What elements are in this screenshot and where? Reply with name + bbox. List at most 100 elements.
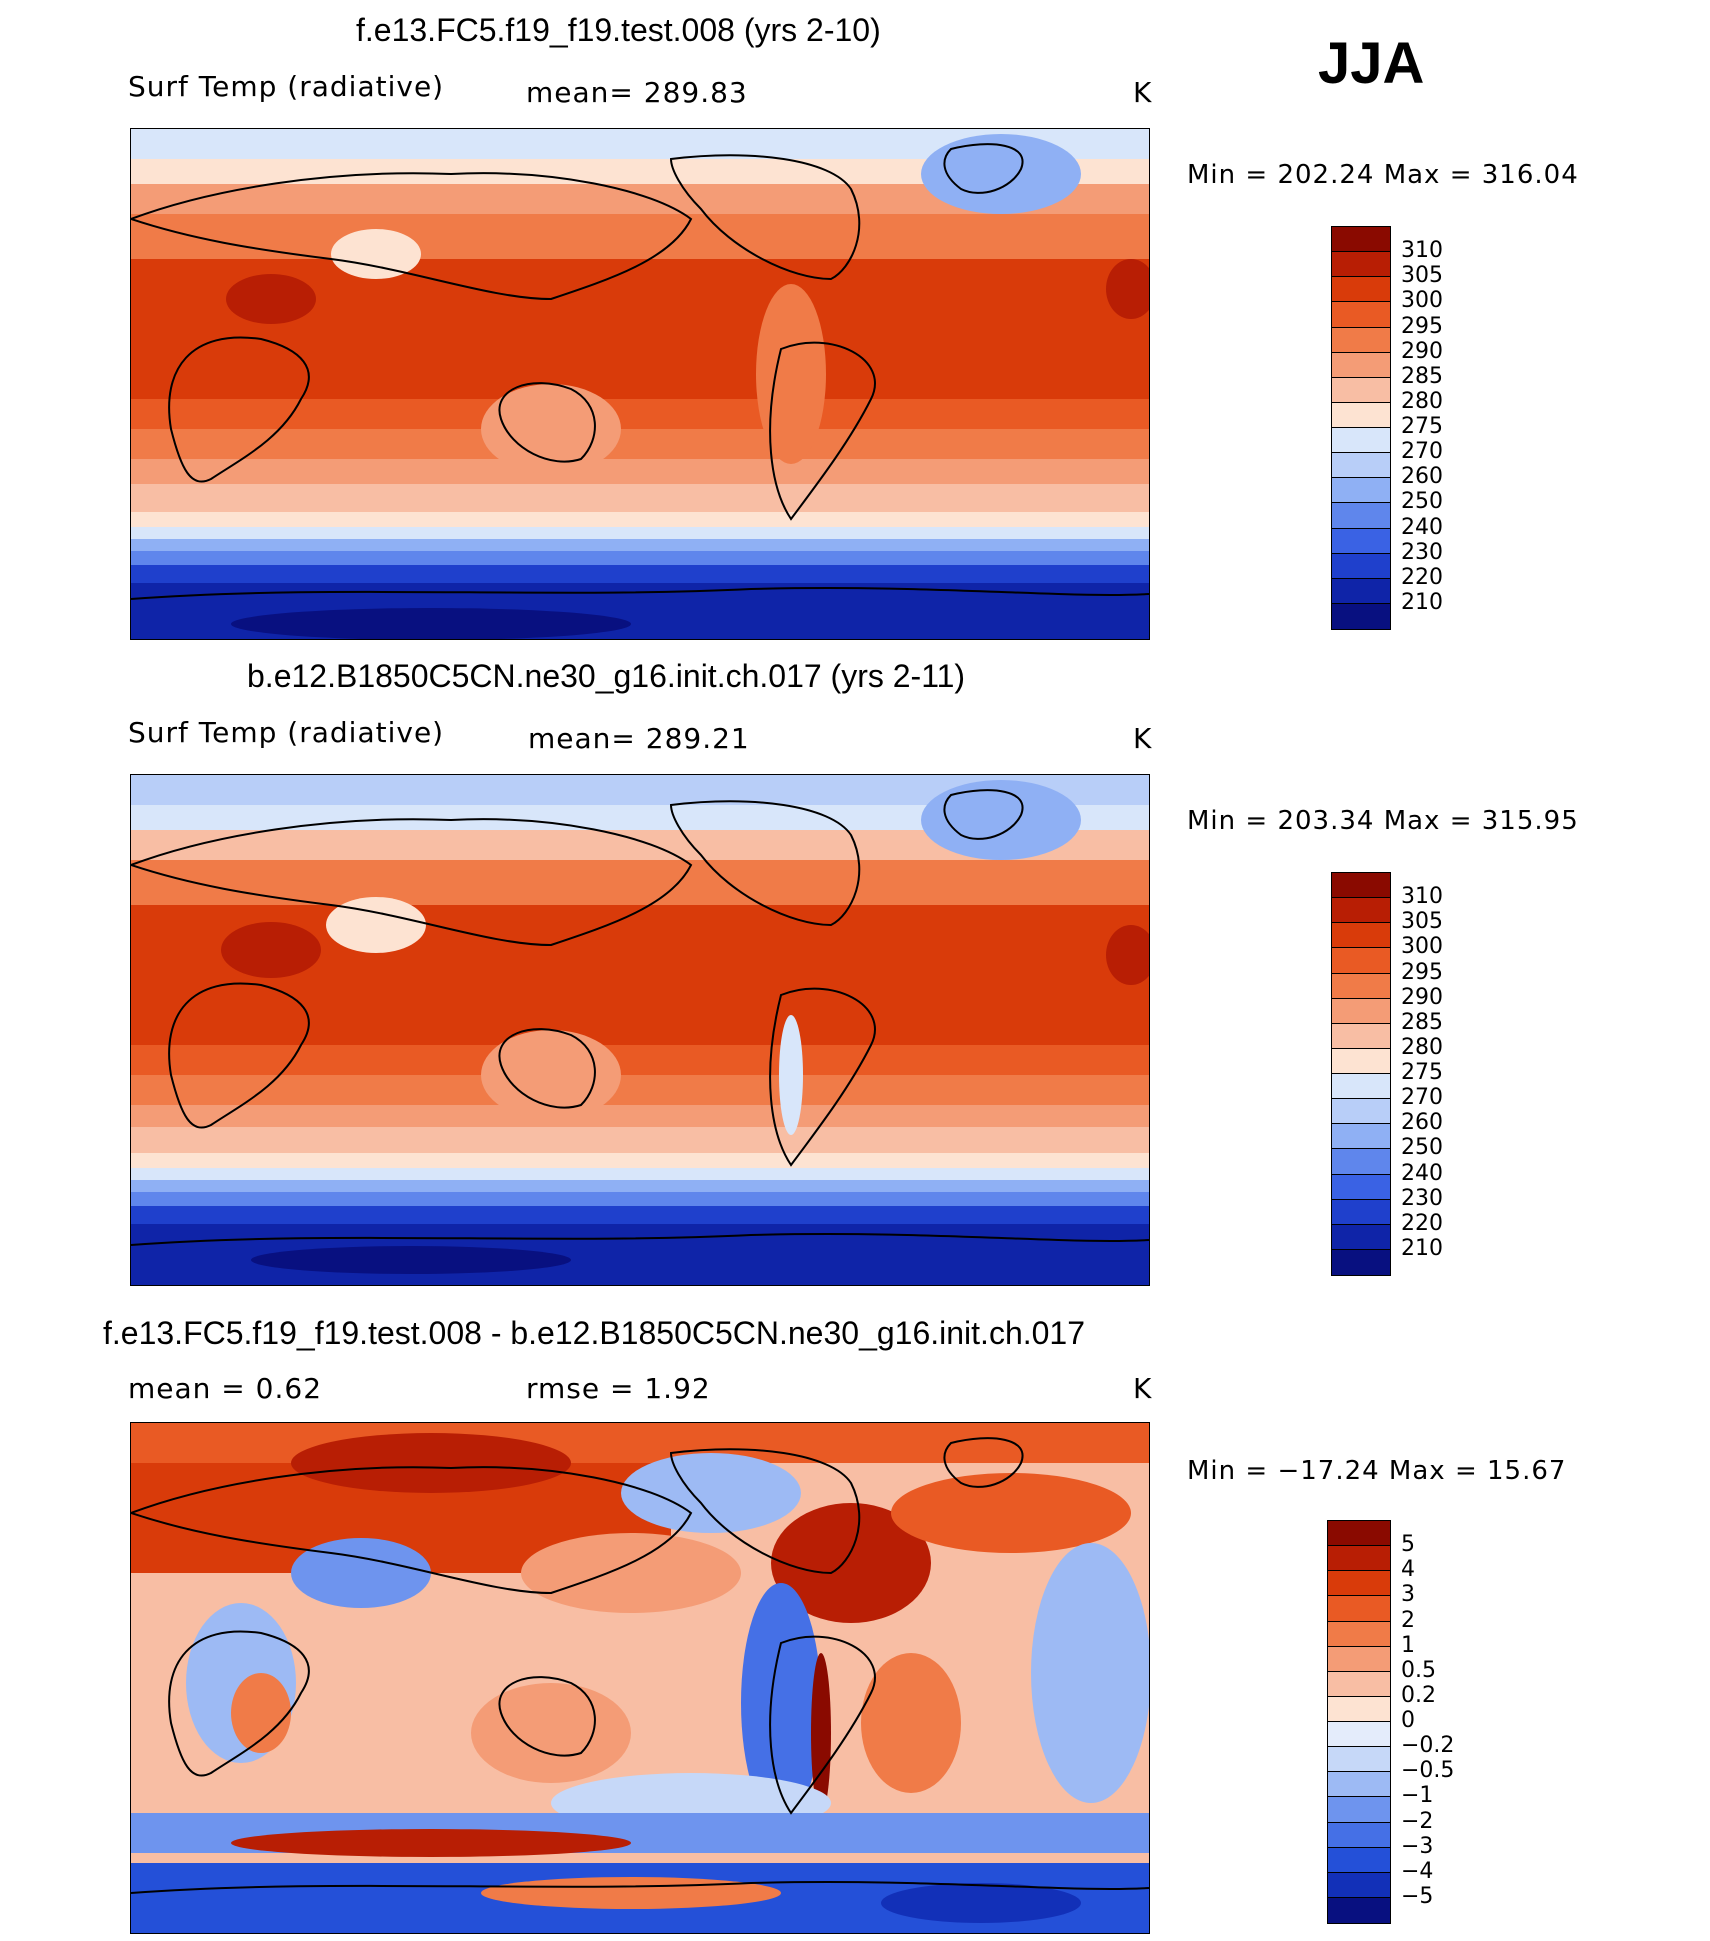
colorbar-tick-label: 310 (1401, 884, 1443, 910)
colorbar (1327, 1520, 1391, 1924)
colorbar-tick-label: 250 (1401, 1135, 1443, 1161)
temperature-map (130, 774, 1150, 1286)
colorbar-cell (1332, 948, 1390, 974)
colorbar-cell (1332, 503, 1390, 529)
colorbar-tick-label: 290 (1401, 338, 1443, 364)
colorbar-cell (1332, 1048, 1390, 1074)
variable-label: Surf Temp (radiative) (128, 70, 445, 103)
units-label: K (1133, 76, 1153, 109)
colorbar-tick-label: 295 (1401, 959, 1443, 985)
colorbar-cell (1332, 478, 1390, 504)
colorbar-tick-label: 270 (1401, 439, 1443, 465)
colorbar-cell (1332, 998, 1390, 1024)
colorbar-cell (1332, 402, 1390, 428)
colorbar-cell (1328, 1571, 1390, 1597)
colorbar-cell (1328, 1747, 1390, 1773)
colorbar-cell (1332, 302, 1390, 328)
colorbar-tick-label: 290 (1401, 984, 1443, 1010)
rmse-label: rmse = 1.92 (526, 1372, 711, 1405)
variable-label: Surf Temp (radiative) (128, 716, 445, 749)
colorbar-tick-label: 4 (1401, 1557, 1415, 1583)
colorbar-tick-label: 3 (1401, 1582, 1415, 1608)
colorbar-tick-label: −1 (1401, 1783, 1434, 1809)
colorbar-tick-label: 305 (1401, 263, 1443, 289)
colorbar-cell (1332, 1224, 1390, 1250)
colorbar-cell (1332, 578, 1390, 604)
colorbar-tick-label: 300 (1401, 934, 1443, 960)
colorbar-cell (1332, 453, 1390, 479)
colorbar-cell (1332, 277, 1390, 303)
panel-title: f.e13.FC5.f19_f19.test.008 - b.e12.B1850… (103, 1315, 1086, 1351)
colorbar-cell (1328, 1646, 1390, 1672)
panel-title: f.e13.FC5.f19_f19.test.008 (yrs 2-10) (356, 12, 881, 48)
units-label: K (1133, 1372, 1153, 1405)
colorbar-cell (1332, 1174, 1390, 1200)
colorbar-cell (1332, 428, 1390, 454)
colorbar-cell (1332, 923, 1390, 949)
colorbar-tick-label: 295 (1401, 313, 1443, 339)
colorbar (1331, 226, 1391, 630)
colorbar-cell (1332, 528, 1390, 554)
min-max-label: Min = 203.34 Max = 315.95 (1187, 806, 1579, 836)
colorbar-cell (1332, 1124, 1390, 1150)
colorbar-cell (1332, 1023, 1390, 1049)
colorbar-tick-label: 280 (1401, 1034, 1443, 1060)
colorbar-cell (1328, 1521, 1390, 1547)
panel-title: b.e12.B1850C5CN.ne30_g16.init.ch.017 (yr… (247, 658, 966, 694)
colorbar-cell (1332, 553, 1390, 579)
colorbar-tick-label: 230 (1401, 1185, 1443, 1211)
colorbar-cell (1328, 1897, 1390, 1923)
colorbar-cell (1328, 1621, 1390, 1647)
colorbar-tick-label: 0.5 (1401, 1657, 1436, 1683)
colorbar-cell (1332, 1249, 1390, 1275)
colorbar-cell (1328, 1772, 1390, 1798)
colorbar-cell (1328, 1822, 1390, 1848)
colorbar-cell (1328, 1872, 1390, 1898)
colorbar-cell (1332, 352, 1390, 378)
colorbar-cell (1332, 252, 1390, 278)
colorbar-tick-label: 0.2 (1401, 1682, 1436, 1708)
colorbar-tick-label: 240 (1401, 1160, 1443, 1186)
colorbar-tick-label: −4 (1401, 1858, 1434, 1884)
colorbar-tick-label: 305 (1401, 909, 1443, 935)
colorbar-tick-label: −0.5 (1401, 1758, 1455, 1784)
colorbar-tick-label: 285 (1401, 1009, 1443, 1035)
colorbar-cell (1332, 327, 1390, 353)
colorbar-cell (1332, 1099, 1390, 1125)
colorbar-tick-label: 260 (1401, 1110, 1443, 1136)
colorbar-cell (1328, 1722, 1390, 1748)
colorbar-cell (1332, 1199, 1390, 1225)
colorbar-tick-label: 230 (1401, 539, 1443, 565)
map-plot-a (131, 129, 1149, 639)
colorbar-tick-label: 310 (1401, 238, 1443, 264)
season-label: JJA (1318, 31, 1425, 96)
colorbar-tick-label: −0.2 (1401, 1733, 1455, 1759)
mean-label: mean = 0.62 (128, 1372, 323, 1405)
colorbar-cell (1328, 1797, 1390, 1823)
colorbar-cell (1332, 873, 1390, 899)
colorbar-tick-label: 1 (1401, 1632, 1415, 1658)
difference-map (130, 1422, 1150, 1934)
colorbar-cell (1332, 227, 1390, 253)
mean-label: mean= 289.83 (526, 76, 748, 109)
colorbar-tick-label: 300 (1401, 288, 1443, 314)
colorbar-cell (1332, 377, 1390, 403)
colorbar-tick-label: −3 (1401, 1833, 1434, 1859)
colorbar (1331, 872, 1391, 1276)
colorbar-tick-label: 220 (1401, 564, 1443, 590)
colorbar-cell (1328, 1696, 1390, 1722)
colorbar-tick-label: 280 (1401, 388, 1443, 414)
colorbar-cell (1332, 973, 1390, 999)
colorbar-tick-label: 275 (1401, 1060, 1443, 1085)
colorbar-tick-label: 275 (1401, 414, 1443, 439)
colorbar-cell (1332, 898, 1390, 924)
colorbar-tick-label: 210 (1401, 1235, 1443, 1261)
colorbar-cell (1328, 1671, 1390, 1697)
colorbar-tick-label: 210 (1401, 589, 1443, 615)
units-label: K (1133, 722, 1153, 755)
colorbar-tick-label: 240 (1401, 514, 1443, 540)
min-max-label: Min = 202.24 Max = 316.04 (1187, 160, 1579, 190)
map-plot-b (131, 775, 1149, 1285)
temperature-map (130, 128, 1150, 640)
colorbar-tick-label: 285 (1401, 363, 1443, 389)
